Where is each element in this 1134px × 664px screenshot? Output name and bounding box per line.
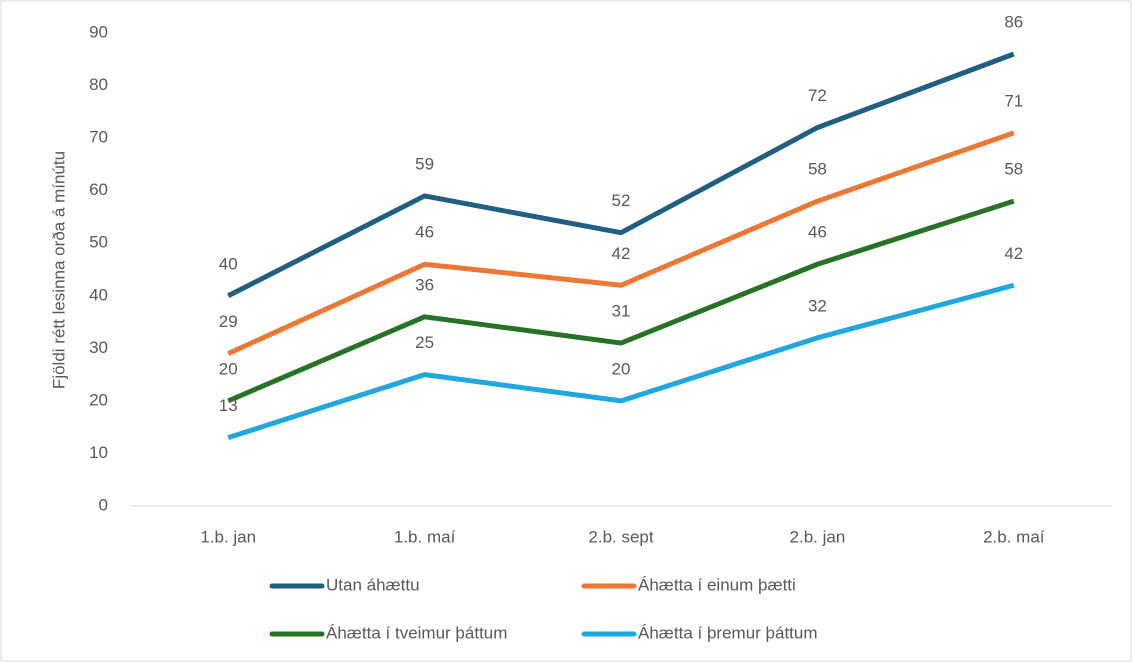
legend-label: Utan áhættu — [326, 575, 420, 594]
data-label: 72 — [808, 86, 827, 105]
x-tick-label: 2.b. jan — [790, 527, 846, 546]
data-label: 36 — [415, 275, 434, 294]
data-label: 20 — [219, 359, 238, 378]
y-tick-label: 10 — [89, 443, 108, 462]
y-tick-label: 80 — [89, 75, 108, 94]
series-line — [227, 51, 1015, 299]
data-label: 29 — [219, 312, 238, 331]
data-label: 46 — [808, 223, 827, 242]
data-label: 40 — [219, 254, 238, 273]
x-tick-label: 2.b. maí — [983, 527, 1045, 546]
data-label: 32 — [808, 296, 827, 315]
y-tick-label: 60 — [89, 180, 108, 199]
data-label: 58 — [808, 160, 827, 179]
data-label: 86 — [1004, 13, 1023, 32]
data-label: 42 — [612, 244, 631, 263]
legend-label: Áhætta í einum þætti — [638, 575, 796, 594]
data-label: 52 — [612, 191, 631, 210]
y-tick-label: 50 — [89, 233, 108, 252]
x-tick-label: 1.b. maí — [394, 527, 456, 546]
series-line — [227, 282, 1015, 441]
data-label: 13 — [219, 396, 238, 415]
data-label: 71 — [1004, 91, 1023, 110]
y-tick-label: 90 — [89, 22, 108, 41]
series-line — [227, 198, 1015, 404]
data-label: 25 — [415, 333, 434, 352]
legend-label: Áhætta í þremur þáttum — [638, 623, 818, 642]
y-axis-label: Fjöldi rétt lesinna orða á mínútu — [49, 151, 68, 389]
series-line — [227, 130, 1015, 356]
data-label: 46 — [415, 223, 434, 242]
data-label: 42 — [1004, 244, 1023, 263]
y-tick-label: 0 — [99, 495, 108, 514]
y-tick-label: 20 — [89, 390, 108, 409]
legend-label: Áhætta í tveimur þáttum — [326, 623, 507, 642]
data-label: 59 — [415, 154, 434, 173]
y-tick-label: 40 — [89, 285, 108, 304]
data-label: 20 — [612, 359, 631, 378]
y-tick-label: 30 — [89, 338, 108, 357]
x-tick-label: 1.b. jan — [200, 527, 256, 546]
x-tick-label: 2.b. sept — [588, 527, 653, 546]
data-label: 31 — [612, 302, 631, 321]
y-tick-label: 70 — [89, 128, 108, 147]
data-label: 58 — [1004, 160, 1023, 179]
